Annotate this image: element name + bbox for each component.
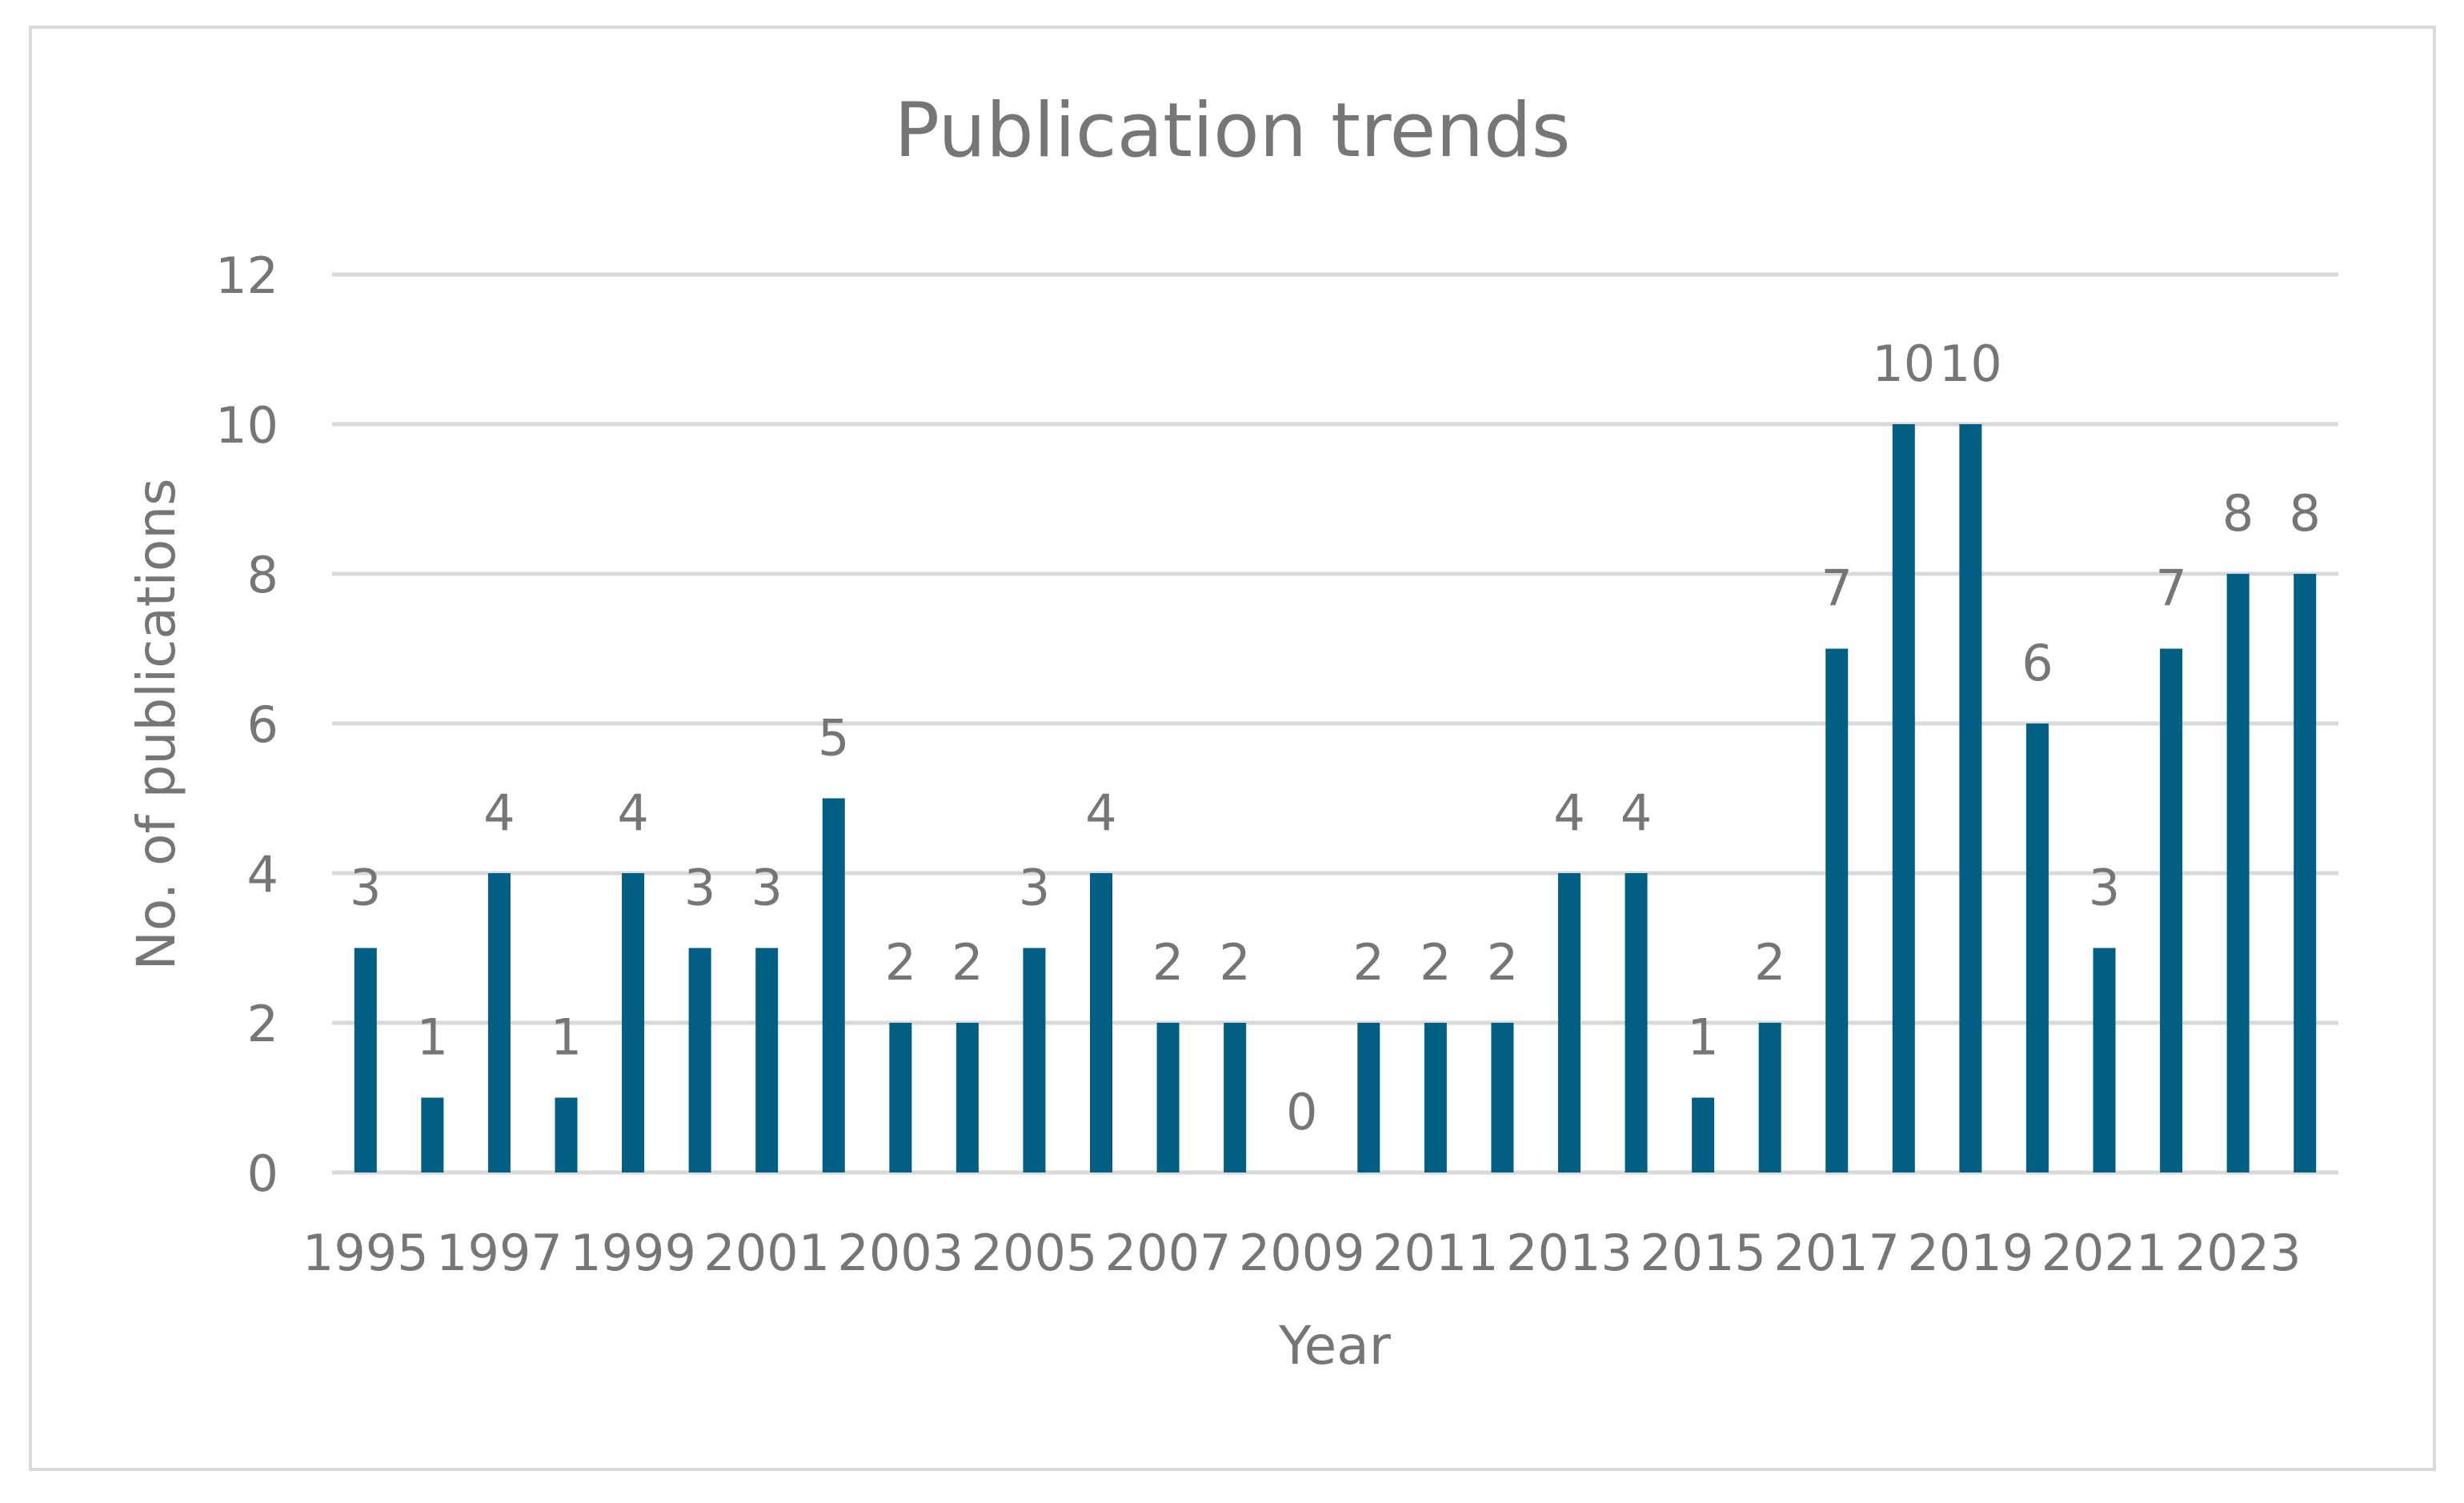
y-tick-labels: 0 2 4 6 8 10 12 bbox=[215, 246, 278, 1203]
bar bbox=[1156, 1023, 1180, 1172]
y-tick-label: 0 bbox=[247, 1144, 278, 1203]
data-label: 1 bbox=[1687, 1008, 1718, 1067]
data-label: 3 bbox=[1019, 859, 1050, 917]
data-label: 2 bbox=[1219, 933, 1250, 992]
bar bbox=[1224, 1023, 1247, 1172]
x-tick-label: 2011 bbox=[1372, 1224, 1499, 1282]
bar bbox=[555, 1097, 578, 1172]
data-label: 6 bbox=[2021, 634, 2053, 692]
bar bbox=[2294, 574, 2317, 1172]
x-axis-label: Year bbox=[1278, 1315, 1392, 1377]
x-tick-label: 2007 bbox=[1105, 1224, 1232, 1282]
data-label: 0 bbox=[1286, 1083, 1317, 1141]
bar bbox=[1090, 873, 1113, 1172]
data-label: 1 bbox=[551, 1008, 582, 1067]
bar bbox=[1625, 873, 1648, 1172]
data-label: 2 bbox=[1420, 933, 1451, 992]
data-label: 10 bbox=[1872, 335, 1935, 393]
y-tick-label: 2 bbox=[247, 995, 278, 1053]
bar bbox=[421, 1097, 444, 1172]
y-axis-label: No. of publications bbox=[126, 479, 187, 971]
bar bbox=[1959, 424, 1982, 1172]
bar bbox=[1557, 873, 1581, 1172]
bar bbox=[1491, 1023, 1514, 1172]
bars bbox=[354, 424, 2317, 1172]
bar bbox=[1892, 424, 1915, 1172]
data-label: 3 bbox=[684, 859, 715, 917]
data-label: 2 bbox=[952, 933, 983, 992]
bar bbox=[1758, 1023, 1781, 1172]
x-tick-label: 2003 bbox=[837, 1224, 964, 1282]
y-tick-label: 6 bbox=[247, 695, 278, 754]
data-label: 4 bbox=[1085, 784, 1116, 842]
gridlines bbox=[332, 272, 2338, 1175]
x-tick-labels: 1995 1997 1999 2001 2003 2005 2007 2009 2011 2013… bbox=[302, 1224, 2302, 1282]
data-label: 7 bbox=[1821, 559, 1853, 618]
data-label: 2 bbox=[885, 933, 916, 992]
bar bbox=[2025, 723, 2049, 1172]
data-label: 3 bbox=[2089, 859, 2120, 917]
bar bbox=[1692, 1097, 1715, 1172]
data-label: 1 bbox=[417, 1008, 448, 1067]
x-tick-label: 2019 bbox=[1907, 1224, 2033, 1282]
x-tick-label: 2021 bbox=[2041, 1224, 2168, 1282]
data-label: 3 bbox=[350, 859, 381, 917]
bar bbox=[688, 948, 711, 1172]
bar bbox=[1825, 648, 1849, 1172]
bar bbox=[2160, 648, 2183, 1172]
data-label: 3 bbox=[751, 859, 782, 917]
y-tick-label: 10 bbox=[215, 396, 278, 455]
x-tick-label: 1995 bbox=[302, 1224, 429, 1282]
data-label: 7 bbox=[2155, 559, 2186, 618]
bar bbox=[755, 948, 779, 1172]
x-tick-label: 2005 bbox=[972, 1224, 1098, 1282]
bar bbox=[622, 873, 645, 1172]
bar bbox=[822, 798, 845, 1172]
x-tick-label: 2023 bbox=[2175, 1224, 2302, 1282]
bar bbox=[1357, 1023, 1380, 1172]
x-tick-label: 2015 bbox=[1640, 1224, 1766, 1282]
chart-title: Publication trends bbox=[894, 87, 1570, 174]
bar bbox=[2226, 574, 2250, 1172]
data-label: 2 bbox=[1754, 933, 1785, 992]
data-label: 8 bbox=[2222, 484, 2254, 543]
data-label: 4 bbox=[483, 784, 515, 842]
bar bbox=[487, 873, 511, 1172]
y-tick-label: 4 bbox=[247, 845, 278, 904]
data-label: 4 bbox=[1553, 784, 1585, 842]
x-tick-label: 2009 bbox=[1239, 1224, 1365, 1282]
x-tick-label: 2013 bbox=[1506, 1224, 1633, 1282]
data-label: 4 bbox=[1621, 784, 1652, 842]
data-label: 10 bbox=[1939, 335, 2002, 393]
data-label: 2 bbox=[1487, 933, 1518, 992]
data-label: 8 bbox=[2289, 484, 2320, 543]
x-tick-label: 1997 bbox=[436, 1224, 563, 1282]
bar bbox=[1424, 1023, 1447, 1172]
bar bbox=[889, 1023, 912, 1172]
bar bbox=[2093, 948, 2116, 1172]
bar bbox=[354, 948, 377, 1172]
y-tick-label: 12 bbox=[215, 246, 278, 305]
x-tick-label: 1999 bbox=[570, 1224, 696, 1282]
data-label: 2 bbox=[1353, 933, 1384, 992]
bar bbox=[1023, 948, 1046, 1172]
y-tick-label: 8 bbox=[247, 546, 278, 604]
x-tick-label: 2001 bbox=[703, 1224, 830, 1282]
data-label: 5 bbox=[818, 709, 849, 768]
data-label: 4 bbox=[617, 784, 648, 842]
bar bbox=[956, 1023, 979, 1172]
x-tick-label: 2017 bbox=[1773, 1224, 1900, 1282]
data-label: 2 bbox=[1152, 933, 1184, 992]
